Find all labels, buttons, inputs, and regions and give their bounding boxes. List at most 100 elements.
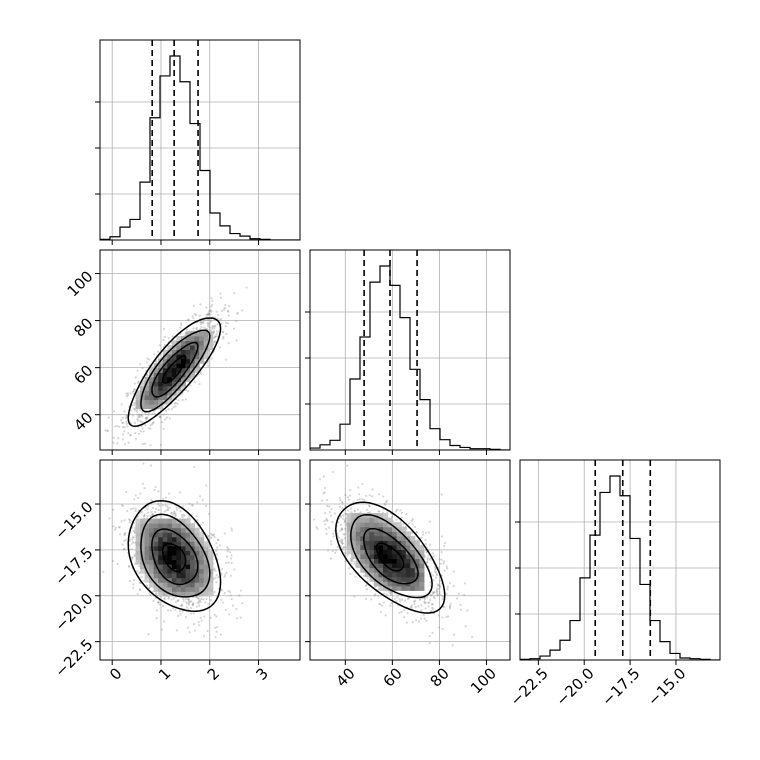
density-cell <box>144 376 150 382</box>
density-cell <box>162 591 168 597</box>
scatter-point <box>128 564 131 568</box>
density-cell <box>199 550 205 556</box>
scatter-point <box>173 510 176 513</box>
scatter-point <box>157 490 160 493</box>
scatter-point <box>221 331 225 334</box>
density-cell <box>144 541 150 547</box>
scatter-point <box>436 583 439 586</box>
density-cell <box>158 395 164 401</box>
scatter-point <box>121 504 124 508</box>
scatter-point <box>321 499 324 502</box>
density-cell <box>167 367 173 373</box>
density-cell <box>369 563 375 569</box>
scatter-point <box>203 326 206 329</box>
scatter-point <box>326 519 329 522</box>
scatter-point <box>173 511 176 514</box>
scatter-point <box>430 594 433 597</box>
density-cell <box>378 526 384 532</box>
scatter-point <box>140 575 143 579</box>
scatter-point <box>365 508 368 511</box>
scatter-point <box>166 507 170 510</box>
scatter-point <box>170 407 174 411</box>
scatter-point <box>211 325 214 328</box>
scatter-point <box>219 633 223 636</box>
scatter-point <box>389 592 392 595</box>
scatter-point <box>338 536 341 540</box>
scatter-point <box>138 413 141 416</box>
scatter-point <box>401 598 404 601</box>
contour-level-3 <box>127 317 222 428</box>
density-cell <box>135 550 141 556</box>
scatter-point <box>446 588 449 591</box>
scatter-point <box>220 589 224 592</box>
density-cell <box>171 523 177 529</box>
scatter-point <box>325 532 328 535</box>
scatter-point <box>341 500 344 504</box>
scatter-point <box>363 498 366 502</box>
scatter-point <box>164 496 167 499</box>
scatter-point <box>133 401 136 404</box>
density-cell <box>401 567 407 573</box>
density-cell <box>203 564 209 570</box>
density-cell <box>185 545 191 551</box>
density-cell <box>135 523 141 529</box>
density-cell <box>199 536 205 542</box>
scatter-point <box>161 421 164 424</box>
density-cell <box>158 554 164 561</box>
scatter-point <box>215 542 218 545</box>
density-cell <box>208 573 214 579</box>
scatter-point <box>236 312 239 315</box>
density-cell <box>167 390 173 396</box>
density-cell <box>185 372 191 378</box>
scatter-point <box>423 617 426 620</box>
density-cell <box>346 513 352 519</box>
density-cell <box>383 531 389 537</box>
density-cell <box>199 358 205 364</box>
density-cell <box>401 549 407 555</box>
density-cell <box>392 526 398 532</box>
density-cell <box>208 564 214 570</box>
density-cell <box>387 526 393 532</box>
scatter-point <box>323 512 327 515</box>
scatter-point <box>212 325 215 328</box>
scatter-point <box>149 444 152 447</box>
density-cell <box>346 540 352 546</box>
density-cell <box>158 559 164 565</box>
density-cell <box>360 526 366 532</box>
density-cell <box>190 550 196 556</box>
density-cell <box>199 573 205 579</box>
density-cell <box>396 563 402 569</box>
scatter-point <box>157 504 161 507</box>
density-cell <box>360 517 366 523</box>
scatter-point <box>431 552 434 555</box>
density-cell <box>140 404 146 410</box>
density-cell <box>364 544 370 550</box>
scatter-point <box>341 538 344 541</box>
scatter-point <box>174 512 177 515</box>
density-cell <box>203 331 209 337</box>
density-cell <box>158 550 164 556</box>
density-cell <box>401 576 407 582</box>
scatter-point <box>202 635 206 638</box>
density-cell <box>383 567 389 573</box>
scatter-point <box>330 543 333 546</box>
density-cell <box>392 531 398 537</box>
x-tick-label: −17.5 <box>598 664 643 709</box>
x-tick-label: 1 <box>155 664 174 683</box>
density-cell <box>396 531 402 537</box>
scatter-point <box>133 528 136 532</box>
scatter-point <box>353 562 356 565</box>
density-cell <box>419 576 425 582</box>
scatter-point <box>445 592 448 595</box>
scatter-point <box>180 324 183 327</box>
scatter-point <box>223 306 226 310</box>
density-cell <box>383 581 389 587</box>
density-cell <box>153 518 159 524</box>
scatter-point <box>428 520 432 523</box>
scatter-point <box>329 557 332 560</box>
scatter-point <box>424 543 428 546</box>
scatter-point <box>148 364 151 367</box>
density-cell <box>144 554 150 561</box>
panel-frame <box>99 249 301 451</box>
scatter-point <box>437 584 440 587</box>
